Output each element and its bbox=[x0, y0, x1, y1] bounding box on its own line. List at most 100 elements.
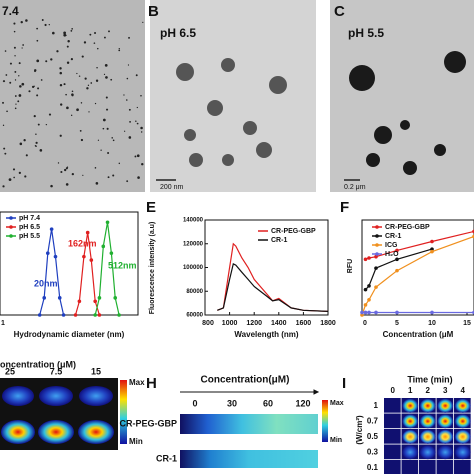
row-label: 1 bbox=[374, 401, 379, 410]
data-point bbox=[395, 268, 399, 273]
speck bbox=[36, 27, 39, 30]
row-label: 0.5 bbox=[367, 432, 379, 441]
speck bbox=[123, 94, 125, 96]
data-point bbox=[363, 257, 368, 262]
speck bbox=[102, 127, 105, 130]
speck bbox=[25, 19, 28, 22]
colorbar-max: Max bbox=[129, 378, 145, 387]
x-tick-label: 1400 bbox=[271, 320, 287, 327]
column-label: 60 bbox=[263, 398, 273, 408]
x-tick-label: 1200 bbox=[246, 320, 262, 327]
column-label: 25 bbox=[5, 366, 15, 376]
data-point bbox=[45, 251, 50, 255]
cell bbox=[436, 460, 454, 474]
column-label: 4 bbox=[461, 386, 466, 395]
aggregates bbox=[176, 58, 287, 167]
y-tick-label: 120000 bbox=[183, 241, 204, 247]
speck bbox=[35, 133, 37, 135]
data-point bbox=[395, 257, 399, 262]
speck bbox=[59, 67, 62, 70]
g-title: oncentration (μM) bbox=[0, 359, 76, 369]
speck bbox=[14, 55, 16, 57]
data-point bbox=[360, 313, 364, 317]
data-point bbox=[430, 239, 434, 244]
legend-marker bbox=[375, 225, 379, 229]
cell bbox=[401, 460, 419, 474]
data-point bbox=[117, 313, 121, 317]
y-tick-label: 140000 bbox=[183, 218, 204, 224]
column-label: 7.5 bbox=[50, 366, 63, 376]
cell bbox=[419, 460, 436, 474]
speck bbox=[94, 102, 97, 105]
data-point bbox=[57, 296, 62, 300]
column-label: 120 bbox=[295, 398, 310, 408]
data-point bbox=[363, 310, 368, 315]
panel-letter: B bbox=[148, 3, 159, 20]
speck bbox=[79, 129, 82, 132]
legend-marker bbox=[9, 225, 13, 229]
speck bbox=[112, 139, 115, 142]
speck bbox=[94, 32, 97, 35]
colorbar bbox=[120, 380, 127, 444]
speck bbox=[37, 123, 40, 126]
speck bbox=[66, 166, 69, 168]
speck bbox=[18, 171, 21, 174]
speck bbox=[134, 155, 137, 158]
heat-spot bbox=[454, 414, 471, 429]
speck bbox=[14, 70, 17, 73]
strip bbox=[180, 414, 318, 434]
x-tick-label: 1600 bbox=[296, 320, 312, 327]
data-point bbox=[101, 244, 106, 249]
speck bbox=[95, 182, 99, 185]
wells bbox=[1, 386, 114, 444]
speck bbox=[71, 90, 74, 93]
heat-spot bbox=[419, 414, 436, 429]
speck bbox=[2, 185, 5, 188]
speck bbox=[137, 176, 140, 179]
data-point bbox=[367, 310, 371, 315]
speck bbox=[40, 79, 43, 81]
speck bbox=[60, 103, 63, 106]
speck bbox=[63, 31, 67, 35]
speck bbox=[128, 136, 132, 139]
speck bbox=[18, 62, 21, 65]
data-point bbox=[395, 248, 399, 253]
speck bbox=[8, 178, 12, 182]
colorbar bbox=[322, 400, 328, 442]
speck bbox=[3, 147, 6, 150]
speck bbox=[24, 175, 27, 178]
speck bbox=[105, 96, 108, 99]
series-line bbox=[361, 235, 474, 316]
data-point bbox=[105, 220, 110, 225]
data-point bbox=[374, 254, 378, 259]
speck bbox=[39, 149, 43, 152]
speck bbox=[25, 154, 28, 157]
speck bbox=[41, 19, 44, 21]
speck bbox=[4, 50, 7, 52]
speck bbox=[36, 39, 39, 42]
x-tick-label: 10 bbox=[428, 320, 436, 327]
data-point bbox=[53, 254, 58, 259]
data-point bbox=[374, 285, 378, 289]
data-point bbox=[367, 298, 371, 302]
y-tick-label: 80000 bbox=[186, 289, 203, 295]
row-label: 0.1 bbox=[367, 463, 379, 472]
speck bbox=[65, 93, 67, 96]
colorbar-max: Max bbox=[330, 400, 344, 407]
speck bbox=[23, 139, 26, 142]
speck bbox=[128, 108, 131, 111]
scale-label: 200 nm bbox=[160, 184, 184, 191]
speck bbox=[14, 95, 17, 97]
data-point bbox=[97, 296, 102, 300]
speck bbox=[13, 22, 16, 25]
speck bbox=[80, 138, 84, 142]
data-point bbox=[93, 313, 97, 317]
speck bbox=[70, 114, 73, 117]
speck bbox=[107, 152, 110, 155]
speck bbox=[140, 131, 143, 133]
speck bbox=[126, 180, 129, 183]
data-point bbox=[93, 299, 97, 304]
series-line bbox=[217, 263, 329, 312]
speck bbox=[76, 72, 78, 75]
speck bbox=[63, 33, 67, 37]
